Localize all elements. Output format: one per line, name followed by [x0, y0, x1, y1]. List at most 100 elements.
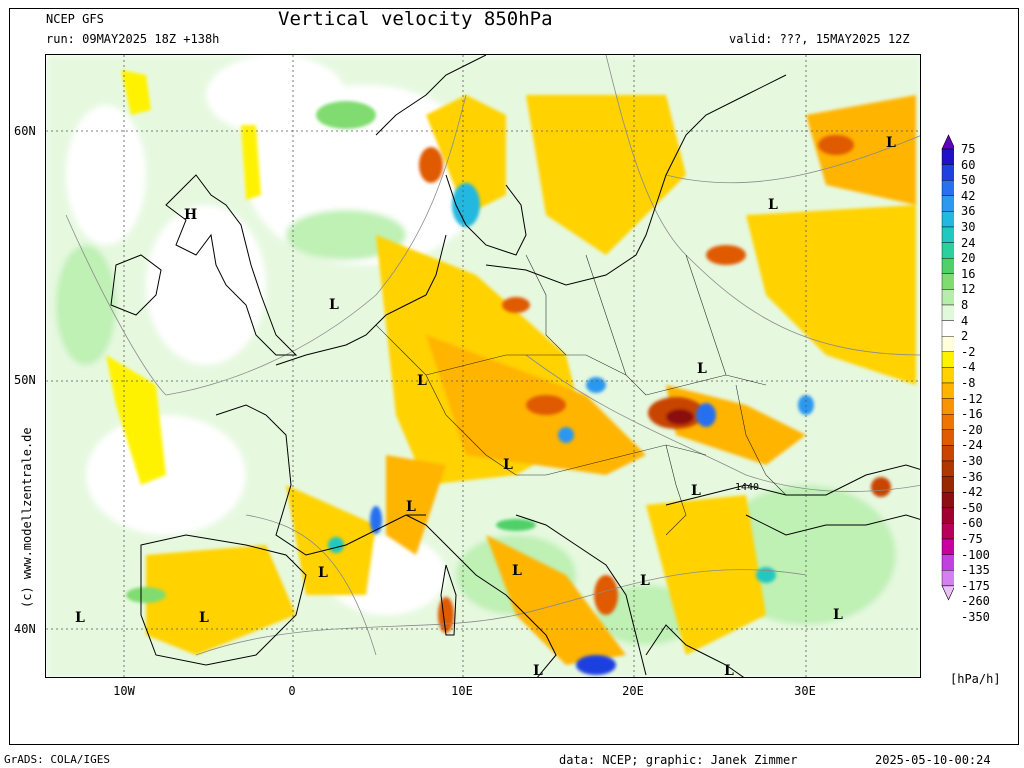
pressure-label: L: [886, 135, 896, 151]
field-ascent: [126, 101, 814, 675]
contour-label: 1440: [735, 482, 760, 493]
colorbar: [941, 134, 954, 601]
pressure-label: L: [199, 610, 209, 626]
colorbar-tick-label: -36: [961, 469, 983, 484]
colorbar-tick-label: 50: [961, 173, 976, 188]
pressure-label: L: [417, 373, 427, 389]
colorbar-swatch: [941, 257, 954, 274]
map-canvas: [46, 55, 920, 677]
colorbar-tick-label: -175: [961, 578, 990, 593]
graticule: [46, 55, 920, 677]
colorbar-swatch: [941, 460, 954, 477]
valid-time: valid: ???, 15MAY2025 12Z: [729, 32, 910, 46]
colorbar-swatch: [941, 304, 954, 321]
colorbar-swatch: [941, 320, 954, 337]
colorbar-swatch: [941, 523, 954, 540]
colorbar-swatch: [941, 148, 954, 165]
colorbar-swatch: [941, 382, 954, 399]
colorbar-tick-label: -16: [961, 407, 983, 422]
pressure-label: L: [724, 663, 734, 678]
colorbar-tick-label: -42: [961, 485, 983, 500]
colorbar-tick-label: 36: [961, 204, 976, 219]
colorbar-swatch: [941, 195, 954, 212]
run-info: run: 09MAY2025 18Z +138h: [46, 32, 220, 46]
footer-credits: data: NCEP; graphic: Janek Zimmer: [559, 753, 798, 767]
colorbar-swatch: [941, 507, 954, 524]
colorbar-tick-label: -20: [961, 422, 983, 437]
country-borders: [375, 254, 787, 536]
colorbar-tick-label: -260: [961, 594, 990, 609]
colorbar-tick-label: -75: [961, 532, 983, 546]
lon-label: 10W: [113, 684, 135, 698]
colorbar-tick-label: 42: [961, 188, 976, 203]
colorbar-tick-label: -8: [961, 376, 976, 390]
colorbar-swatch: [941, 538, 954, 555]
field-strong-descent: [419, 135, 891, 633]
copyright-text: (c) www.modellzentrale.de: [20, 427, 34, 608]
colorbar-tick-label: 30: [961, 220, 976, 234]
colorbar-swatch: [941, 476, 954, 493]
pressure-label: L: [833, 607, 843, 623]
colorbar-tick-label: 12: [961, 282, 976, 297]
colorbar-tick-label: 2: [961, 329, 969, 344]
colorbar-swatch: [941, 570, 954, 587]
lon-label: 0: [288, 684, 296, 698]
colorbar-swatch: [941, 585, 954, 601]
lat-label: 60N: [14, 124, 36, 138]
map-panel: L L L L L L L L L L L L L L L L H 1440: [45, 54, 921, 678]
colorbar-swatch: [941, 273, 954, 290]
colorbar-tick-label: -50: [961, 500, 983, 515]
pressure-label: L: [318, 565, 328, 581]
colorbar-tick-label: -30: [961, 454, 983, 468]
pressure-label: L: [329, 297, 339, 313]
colorbar-tick-label: 24: [961, 235, 976, 250]
colorbar-swatch: [941, 289, 954, 306]
colorbar-tick-label: -100: [961, 547, 990, 562]
model-name: NCEP GFS: [46, 12, 104, 26]
colorbar-tick-label: -60: [961, 516, 983, 531]
lat-label: 50N: [14, 373, 36, 387]
pressure-label: L: [406, 499, 416, 515]
coastlines: [110, 55, 920, 677]
colorbar-tick-label: -4: [961, 360, 976, 375]
lat-label: 40N: [14, 622, 36, 636]
colorbar-swatch: [941, 414, 954, 431]
map-title: Vertical velocity 850hPa: [278, 8, 553, 30]
colorbar-swatch: [941, 367, 954, 384]
figure-frame: [9, 8, 1019, 745]
colorbar-swatch: [941, 211, 954, 228]
pressure-label: L: [533, 663, 543, 678]
colorbar-swatch: [941, 134, 954, 150]
pressure-label: L: [512, 563, 522, 579]
lon-label: 20E: [622, 684, 644, 698]
pressure-label: H: [184, 207, 198, 223]
colorbar-swatch: [941, 164, 954, 181]
colorbar-tick-label: 75: [961, 142, 976, 156]
footer-software: GrADS: COLA/IGES: [4, 753, 110, 766]
colorbar-tick-label: 16: [961, 266, 976, 281]
colorbar-tick-label: 8: [961, 298, 969, 312]
colorbar-swatch: [941, 492, 954, 509]
lon-label: 30E: [794, 684, 816, 698]
colorbar-swatch: [941, 226, 954, 243]
colorbar-tick-label: 20: [961, 251, 976, 266]
colorbar-swatch: [941, 180, 954, 197]
footer-timestamp: 2025-05-10-00:24: [875, 753, 991, 767]
colorbar-swatch: [941, 351, 954, 368]
pressure-label: L: [697, 361, 707, 377]
colorbar-tick-label: -135: [961, 563, 990, 578]
colorbar-units: [hPa/h]: [950, 672, 1001, 686]
colorbar-tick-label: -350: [961, 610, 990, 624]
colorbar-tick-label: -2: [961, 344, 976, 359]
pressure-label: L: [503, 457, 513, 473]
colorbar-swatch: [941, 398, 954, 415]
colorbar-tick-label: 4: [961, 313, 969, 328]
colorbar-swatch: [941, 429, 954, 446]
lon-label: 10E: [451, 684, 473, 698]
colorbar-swatch: [941, 242, 954, 259]
pressure-label: L: [75, 610, 85, 626]
pressure-label: L: [768, 197, 778, 213]
colorbar-tick-label: -24: [961, 438, 983, 453]
colorbar-swatch: [941, 554, 954, 571]
colorbar-tick-label: -12: [961, 391, 983, 406]
